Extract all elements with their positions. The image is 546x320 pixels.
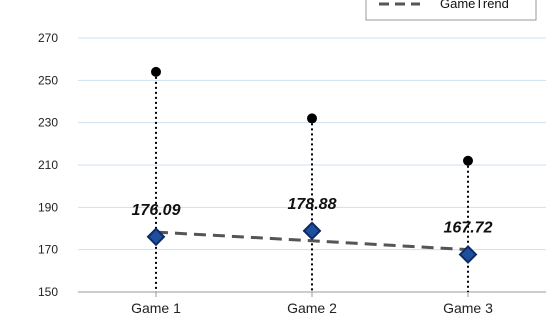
y-tick-label: 150	[38, 285, 58, 299]
average-marker	[146, 227, 166, 247]
data-label: 167.72	[444, 219, 493, 236]
high-points	[151, 66, 473, 166]
legend-box	[365, 0, 537, 21]
y-axis-ticks: 150 170 190 210 230 250 270	[38, 31, 58, 299]
data-label: 176.09	[132, 202, 181, 219]
x-tick-label: Game 3	[443, 300, 493, 316]
legend-label-gametrend: GameTrend	[440, 0, 509, 11]
average-markers	[146, 221, 478, 264]
x-tick-label: Game 1	[131, 300, 181, 316]
average-marker	[458, 245, 478, 264]
y-tick-label: 170	[38, 243, 58, 257]
range-stems	[155, 71, 469, 292]
high-point	[307, 113, 317, 124]
data-label: 178.88	[288, 196, 337, 213]
legend: GameTrend	[365, 0, 537, 21]
y-tick-label: 230	[38, 116, 58, 130]
high-point	[463, 155, 473, 166]
y-tick-label: 210	[38, 158, 58, 172]
y-tick-label: 270	[38, 31, 58, 45]
y-tick-label: 190	[38, 200, 58, 214]
average-marker	[302, 221, 322, 241]
high-point	[151, 66, 161, 77]
x-tick-label: Game 2	[287, 300, 337, 316]
y-tick-label: 250	[38, 73, 58, 87]
trend-line	[155, 230, 469, 252]
x-axis: Game 1 Game 2 Game 3	[78, 291, 546, 316]
trend-line-group	[155, 230, 469, 252]
data-labels: 176.09 178.88 167.72	[132, 196, 493, 237]
